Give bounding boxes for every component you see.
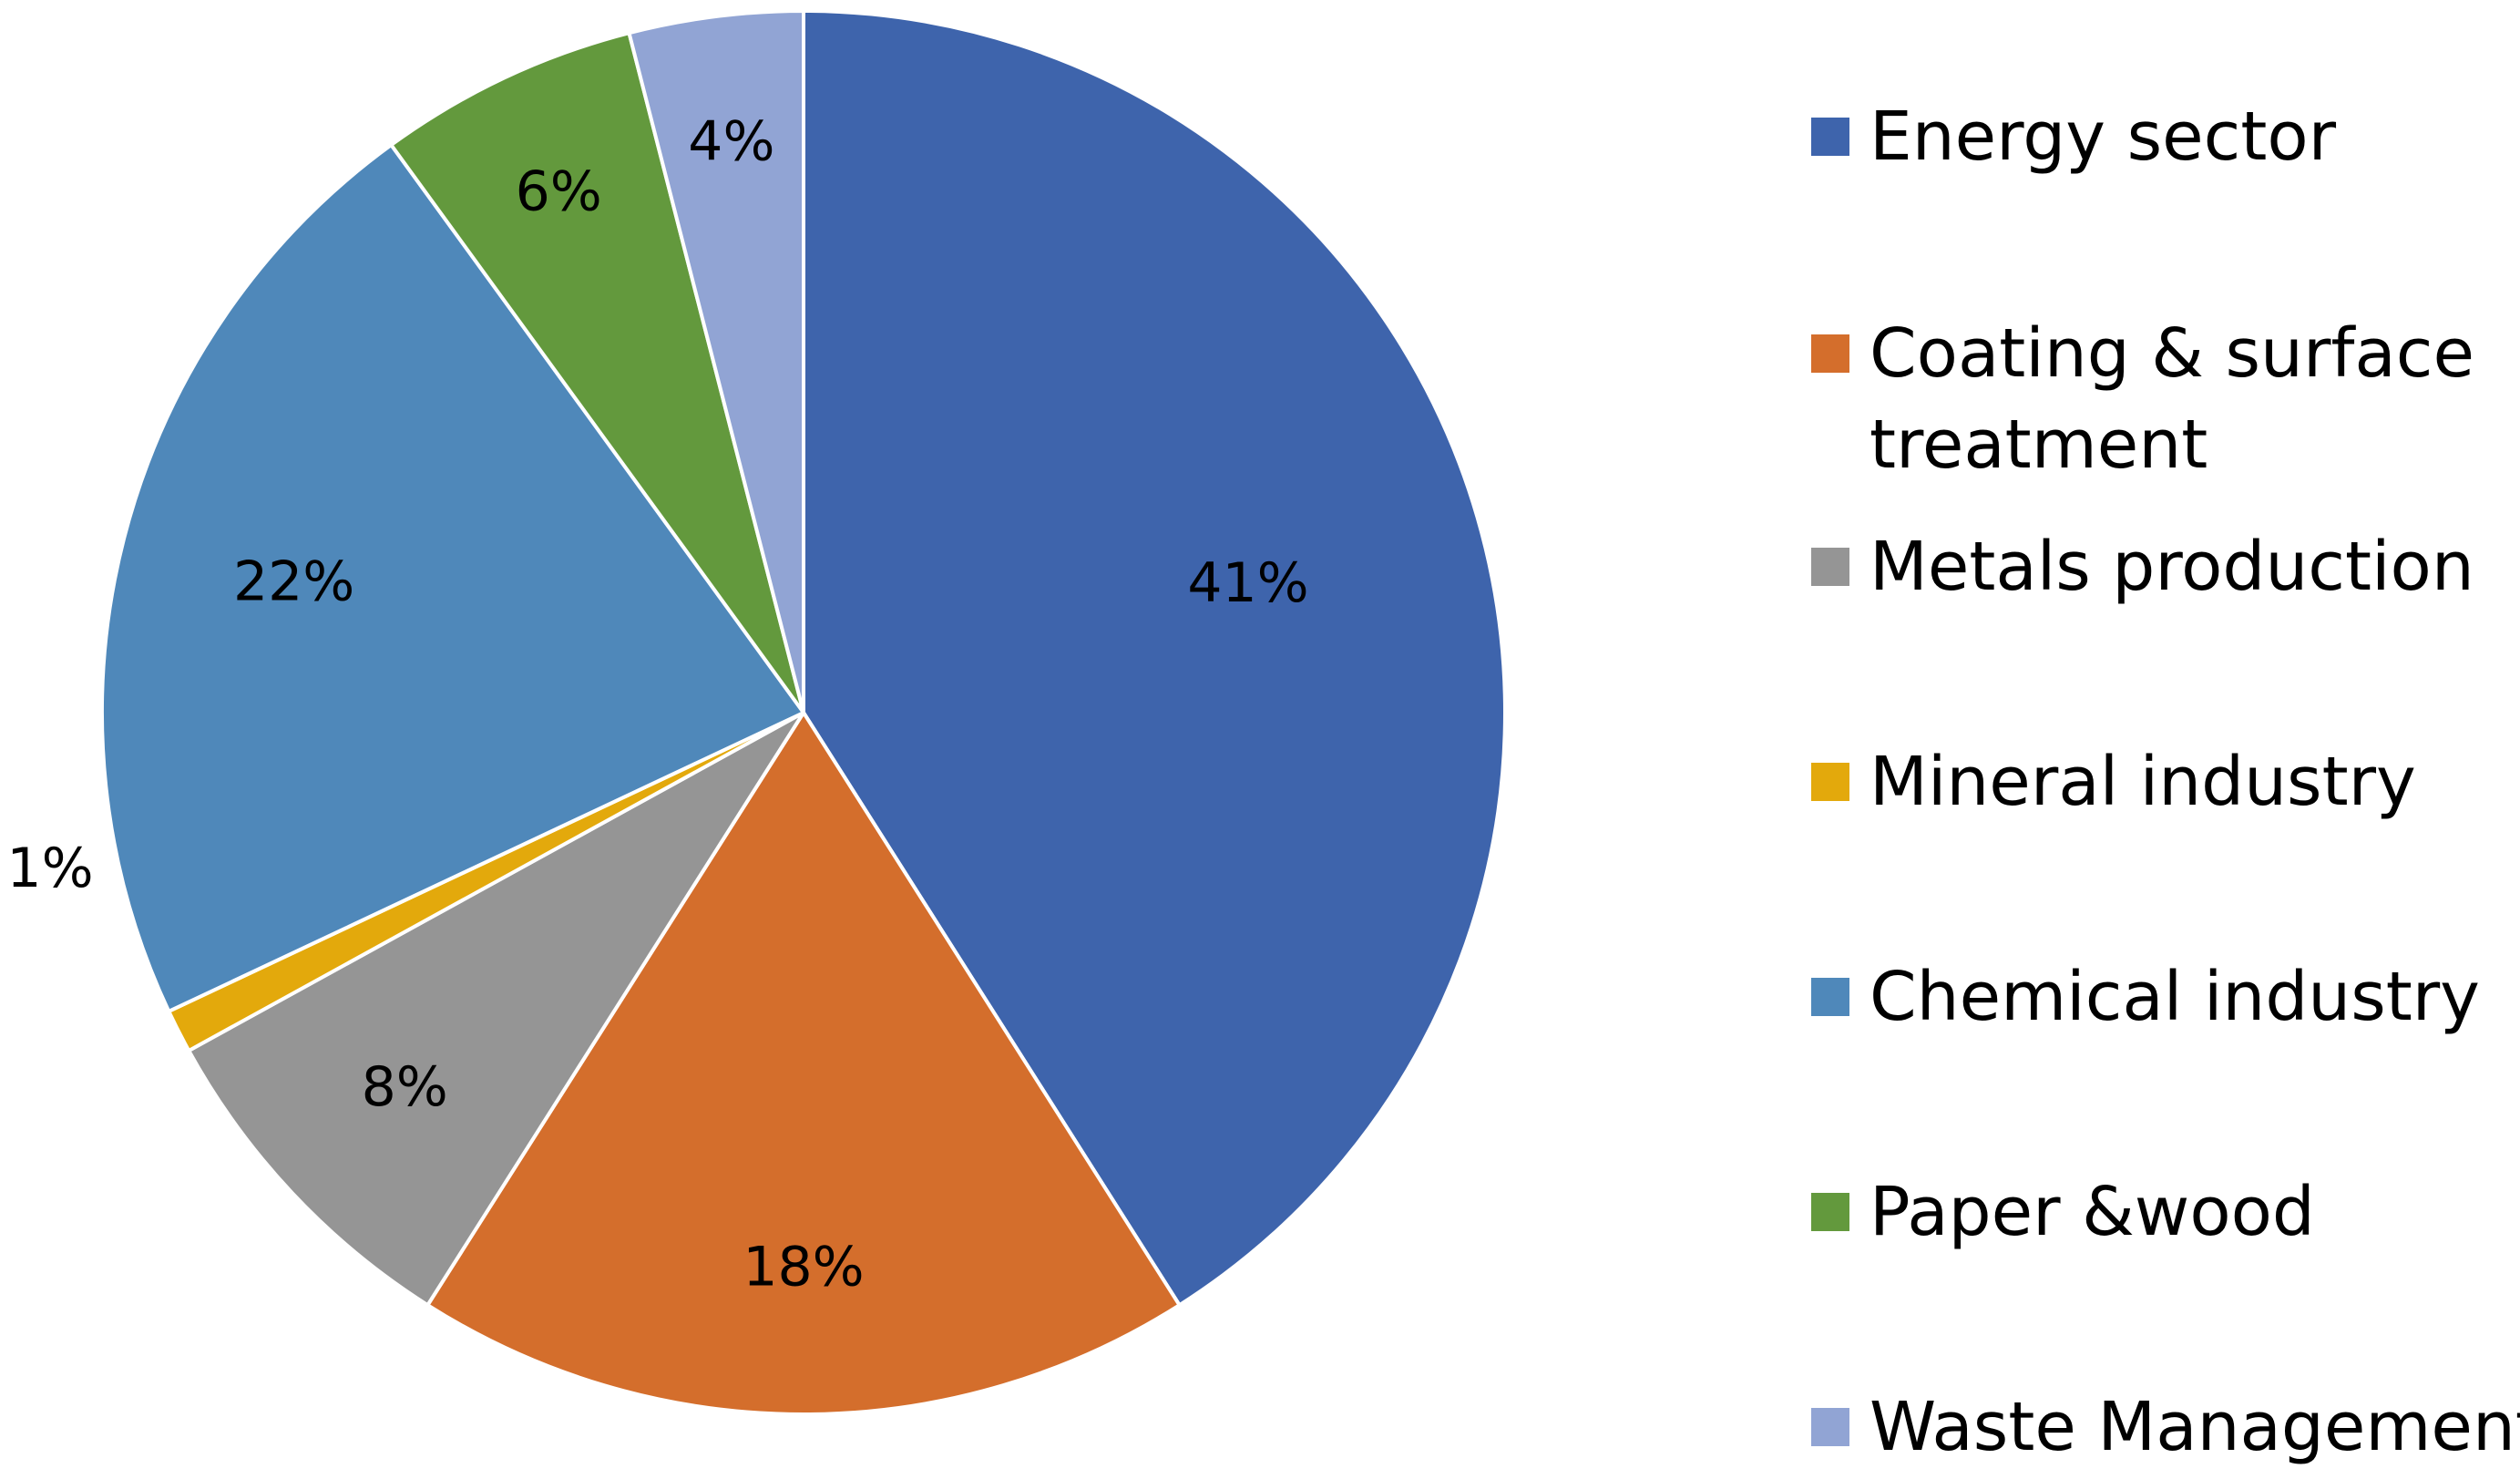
pie-slice-metals-production: [187, 711, 805, 1308]
legend-swatch: [1811, 118, 1849, 156]
legend-swatch: [1811, 1408, 1849, 1446]
legend-label: Metals production: [1870, 528, 2474, 606]
pie-slice-chemical-industry: [100, 143, 805, 1013]
legend-label: Waste Management: [1870, 1388, 2520, 1466]
legend-label: treatment: [1870, 406, 2208, 484]
legend-swatch: [1811, 763, 1849, 801]
legend-swatch: [1811, 978, 1849, 1016]
legend-label: Mineral industry: [1870, 743, 2416, 821]
legend-swatch: [1811, 548, 1849, 586]
legend-entry-coating-and-surface-treatment: Coating & surface treatment: [1811, 314, 2474, 484]
pie-data-labels: 41% 18% 8% 1% 22% 6% 4%: [6, 110, 1308, 1299]
legend-entry-waste-management: Waste Management: [1811, 1388, 2520, 1466]
data-label-mineral-industry: 1%: [6, 837, 93, 900]
data-label-coating-and-surface-treatment: 18%: [743, 1235, 864, 1299]
legend-label: Paper &wood: [1870, 1173, 2315, 1251]
legend-swatch: [1811, 1193, 1849, 1231]
pie-slices: [100, 9, 1507, 1416]
legend-entry-mineral-industry: Mineral industry: [1811, 743, 2416, 821]
legend-entry-paper-andwood: Paper &wood: [1811, 1173, 2315, 1251]
pie-slice-waste-management: [627, 9, 805, 714]
legend-entry-energy-sector: Energy sector: [1811, 98, 2337, 176]
data-label-chemical-industry: 22%: [233, 549, 354, 613]
legend-label: Coating & surface: [1870, 314, 2474, 393]
legend-entry-metals-production: Metals production: [1811, 528, 2474, 606]
legend-swatch: [1811, 334, 1849, 373]
data-label-paper-andwood: 6%: [516, 160, 602, 224]
data-label-energy-sector: 41%: [1187, 551, 1308, 615]
legend-entry-chemical-industry: Chemical industry: [1811, 958, 2480, 1036]
legend-label: Chemical industry: [1870, 958, 2480, 1036]
pie-slice-energy-sector: [802, 9, 1507, 1308]
legend: Energy sector Coating & surface treatment M…: [1811, 98, 2520, 1466]
pie-slice-paper-andwood: [389, 31, 805, 714]
legend-label: Energy sector: [1870, 98, 2337, 176]
pie-slice-coating-and-surface-treatment: [425, 711, 1182, 1416]
data-label-metals-production: 8%: [362, 1055, 448, 1119]
data-label-waste-management: 4%: [688, 110, 774, 174]
